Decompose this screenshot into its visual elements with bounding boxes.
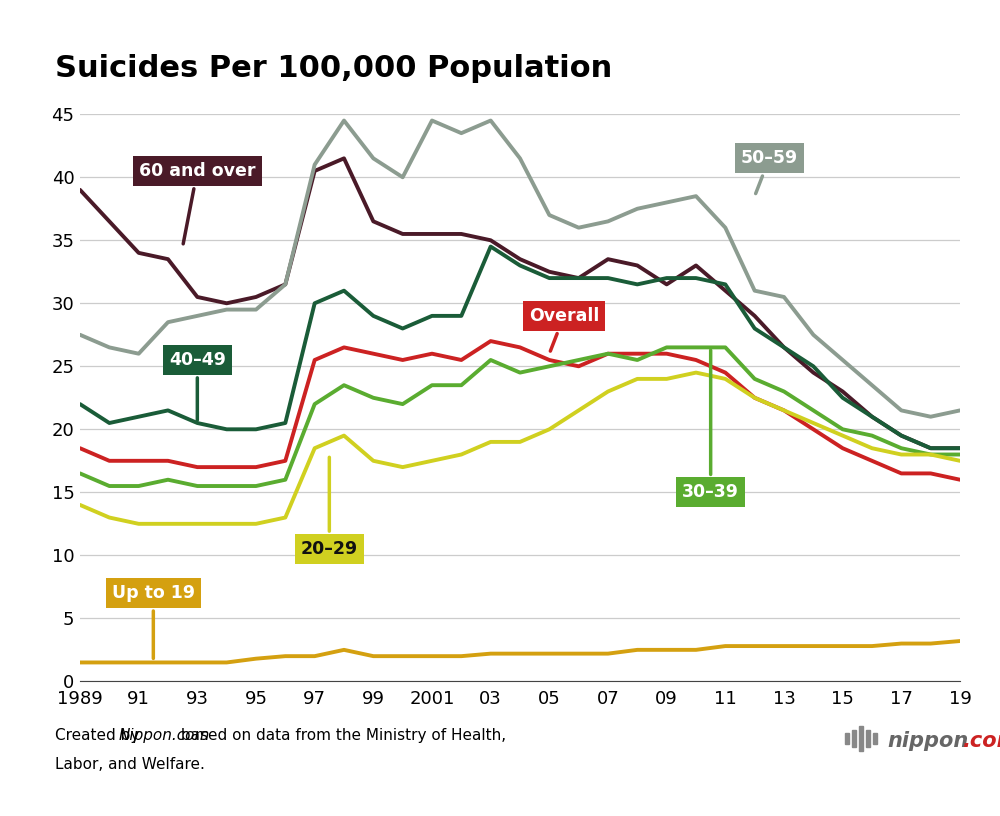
Text: 60 and over: 60 and over	[139, 162, 256, 244]
Text: 30–39: 30–39	[682, 350, 739, 501]
Text: Labor, and Welfare.: Labor, and Welfare.	[55, 757, 205, 772]
Text: Up to 19: Up to 19	[112, 584, 195, 659]
Text: Created by: Created by	[55, 728, 144, 743]
Text: Nippon.com: Nippon.com	[118, 728, 210, 743]
Text: Overall: Overall	[529, 307, 599, 351]
Text: nippon: nippon	[887, 730, 968, 751]
Text: 50–59: 50–59	[741, 149, 798, 193]
Text: 20–29: 20–29	[301, 457, 358, 558]
Text: based on data from the Ministry of Health,: based on data from the Ministry of Healt…	[176, 728, 506, 743]
Text: 40–49: 40–49	[169, 351, 226, 420]
Text: Suicides Per 100,000 Population: Suicides Per 100,000 Population	[55, 54, 612, 83]
Text: .com: .com	[962, 730, 1000, 751]
